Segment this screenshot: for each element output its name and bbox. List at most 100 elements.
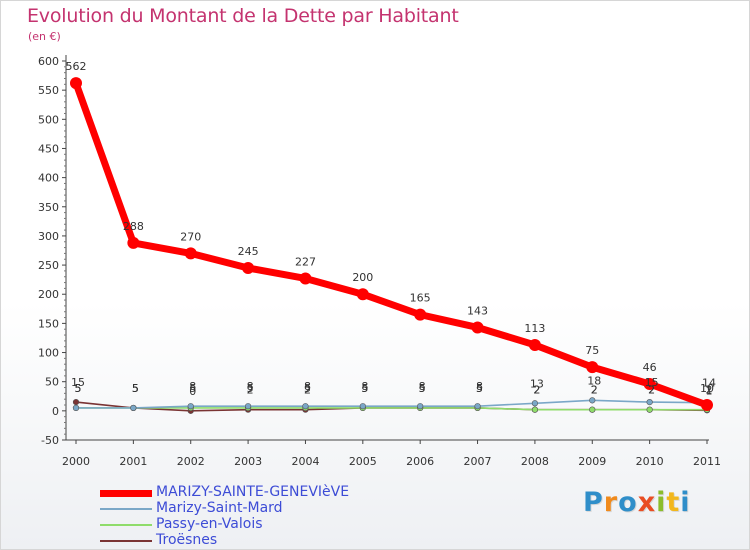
y-tick-label: 250 <box>38 259 59 272</box>
data-label-2: 2 <box>706 384 713 397</box>
logo-letter: r <box>603 487 619 518</box>
y-tick-label: 300 <box>38 230 59 243</box>
data-point-1 <box>359 403 366 410</box>
data-point-1 <box>531 400 539 407</box>
data-point-3 <box>72 399 80 406</box>
x-tick-label: 2010 <box>636 455 664 468</box>
x-tick-label: 2011 <box>693 455 721 468</box>
y-tick-label: 450 <box>38 142 59 155</box>
x-tick-label: 2004 <box>291 455 319 468</box>
data-point-1 <box>130 404 137 412</box>
data-label-1: 8 <box>247 380 254 393</box>
data-label-0: 245 <box>238 245 259 258</box>
data-label-1: 8 <box>304 380 311 393</box>
data-label-0: 75 <box>585 344 599 357</box>
logo-letter: i <box>680 487 691 518</box>
data-label-1: 8 <box>476 380 483 393</box>
data-point-1 <box>244 403 252 410</box>
data-label-3: 2 <box>304 384 311 397</box>
data-point-0 <box>586 361 599 374</box>
y-tick-label: 50 <box>45 376 59 389</box>
data-label-0: 227 <box>295 255 316 268</box>
y-tick-label: 100 <box>38 347 59 360</box>
data-point-2 <box>531 406 539 413</box>
chart-unit: (en €) <box>28 30 61 43</box>
data-point-0 <box>414 308 427 321</box>
data-label-3: 5 <box>132 382 139 395</box>
data-label-2: 5 <box>247 382 254 395</box>
y-tick-label: 0 <box>52 405 59 418</box>
data-label-2: 5 <box>304 382 311 395</box>
data-label-0: 46 <box>643 361 657 374</box>
y-tick-label: 200 <box>38 288 59 301</box>
x-tick-label: 2009 <box>578 455 606 468</box>
data-point-0 <box>701 399 713 412</box>
series-line-0 <box>72 79 711 409</box>
data-label-2: 5 <box>75 382 82 395</box>
data-point-0 <box>70 77 82 90</box>
data-label-2: 2 <box>533 384 540 397</box>
chart-title: Evolution du Montant de la Dette par Hab… <box>27 5 459 27</box>
data-label-0: 143 <box>467 304 488 317</box>
legend-swatch <box>100 490 152 497</box>
data-point-0 <box>471 321 484 334</box>
data-label-1: 18 <box>587 374 601 387</box>
data-label-2: 5 <box>132 382 139 395</box>
data-point-1 <box>474 403 481 410</box>
legend-swatch <box>100 540 152 542</box>
legend-label: MARIZY-SAINTE-GENEVIèVE <box>156 484 350 500</box>
data-point-1 <box>589 397 596 404</box>
data-point-1 <box>72 404 80 412</box>
data-label-1: 8 <box>419 380 426 393</box>
data-label-2: 5 <box>419 382 426 395</box>
data-point-0 <box>643 378 656 391</box>
x-tick-label: 2006 <box>406 455 434 468</box>
data-point-2 <box>589 406 596 413</box>
data-label-1: 8 <box>361 380 368 393</box>
data-point-1 <box>646 399 653 406</box>
y-tick-label: 500 <box>38 113 59 126</box>
data-point-0 <box>184 247 197 260</box>
data-label-3: 5 <box>419 382 426 395</box>
data-label-2: 5 <box>361 382 368 395</box>
x-tick-label: 2007 <box>464 455 492 468</box>
data-label-3: 0 <box>189 385 196 398</box>
y-tick-label: 150 <box>38 317 59 330</box>
logo-letter: t <box>666 487 681 518</box>
data-point-0 <box>242 261 255 274</box>
data-label-0: 10 <box>700 382 714 395</box>
data-label-0: 165 <box>410 292 431 305</box>
legend-swatch <box>100 524 152 526</box>
series-line-1 <box>75 399 708 409</box>
data-label-0: 200 <box>352 271 373 284</box>
y-tick-label: 400 <box>38 172 59 185</box>
data-label-1: 5 <box>75 382 82 395</box>
data-label-2: 2 <box>648 384 655 397</box>
y-tick-label: 550 <box>38 84 59 97</box>
y-tick-label: -50 <box>41 434 59 447</box>
legend-label: Troësnes <box>156 532 218 548</box>
data-point-0 <box>356 288 369 301</box>
data-point-1 <box>187 403 194 410</box>
data-label-3: 15 <box>71 376 85 389</box>
logo-letter: o <box>618 487 638 518</box>
data-point-0 <box>299 272 312 285</box>
x-tick-label: 2005 <box>349 455 377 468</box>
data-label-1: 13 <box>530 377 544 390</box>
data-label-3: 2 <box>648 384 655 397</box>
data-point-0 <box>528 338 541 351</box>
series-line-2 <box>75 407 708 411</box>
x-tick-label: 2008 <box>521 455 549 468</box>
data-label-0: 113 <box>524 322 545 335</box>
logo-letter: x <box>637 487 657 518</box>
data-label-2: 5 <box>189 382 196 395</box>
legend-swatch <box>100 508 152 510</box>
data-label-0: 270 <box>180 230 201 243</box>
data-label-0: 288 <box>123 220 144 233</box>
data-label-3: 5 <box>476 382 483 395</box>
data-label-1: 8 <box>189 380 196 393</box>
data-label-3: 2 <box>533 384 540 397</box>
data-label-3: 1 <box>706 384 713 397</box>
data-label-3: 5 <box>361 382 368 395</box>
